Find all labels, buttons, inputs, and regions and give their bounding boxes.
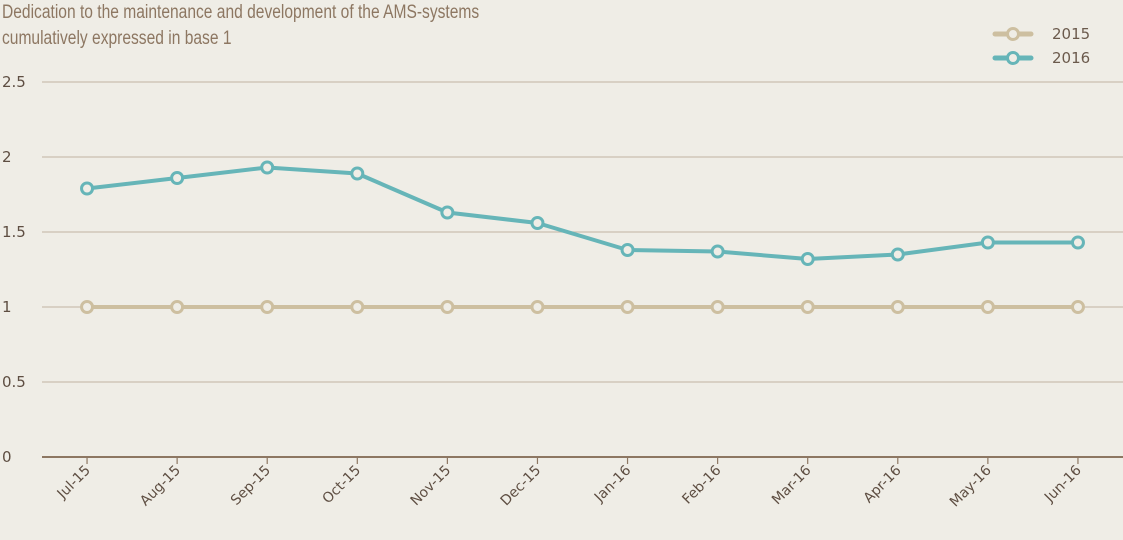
y-tick-label: 0 (2, 448, 12, 466)
data-point-2015 (710, 300, 725, 314)
legend-label-2016: 2016 (1052, 49, 1090, 67)
data-point-2016 (800, 252, 815, 266)
x-tick-label: Jul-15 (54, 463, 94, 503)
x-tick-label: Nov-15 (408, 463, 455, 510)
x-tick-label: Apr-16 (861, 462, 905, 506)
data-point-2015 (80, 300, 95, 314)
y-tick-label: 0.5 (2, 373, 26, 391)
chart-subtitle: cumulatively expressed in base 1 (2, 28, 232, 49)
y-tick-label: 1.5 (2, 223, 26, 241)
data-point-2015 (980, 300, 995, 314)
legend-label-2015: 2015 (1052, 25, 1090, 43)
series-line-2016 (86, 165, 1078, 261)
data-point-2016 (350, 166, 365, 181)
x-tick-label: Dec-15 (498, 463, 545, 510)
data-point-2015 (530, 300, 545, 314)
data-point-2016 (980, 235, 995, 250)
data-point-2015 (620, 300, 635, 314)
legend-marker-2016 (1006, 51, 1020, 65)
x-tick-label: Oct-15 (320, 463, 365, 508)
data-point-2016 (440, 205, 455, 220)
data-point-2015 (890, 300, 905, 314)
x-tick-label: Aug-15 (137, 463, 184, 510)
x-tick-label: Jun-16 (1041, 462, 1085, 506)
data-point-2015 (1070, 300, 1085, 314)
x-tick-label: May-16 (947, 462, 995, 510)
x-tick-label: Mar-16 (769, 462, 815, 508)
x-tick-label: Sep-15 (228, 463, 274, 509)
data-point-2016 (620, 243, 635, 257)
data-point-2015 (800, 300, 815, 314)
y-tick-label: 2.5 (2, 73, 26, 91)
data-point-2016 (710, 244, 725, 259)
data-point-2015 (170, 300, 185, 314)
data-point-2016 (80, 181, 95, 196)
legend-marker-2015 (1006, 27, 1020, 41)
y-tick-label: 1 (2, 298, 12, 316)
data-point-2015 (260, 300, 275, 314)
x-tick-label: Jan-16 (591, 462, 635, 506)
data-point-2015 (440, 300, 455, 314)
data-point-2016 (1070, 235, 1085, 250)
data-point-2016 (170, 171, 185, 185)
chart-title: Dedication to the maintenance and develo… (2, 2, 480, 23)
x-tick-label: Feb-16 (679, 462, 724, 507)
y-tick-label: 2 (2, 148, 12, 166)
data-point-2016 (890, 247, 905, 262)
data-point-2015 (350, 300, 365, 314)
data-point-2016 (260, 160, 275, 175)
data-point-2016 (530, 216, 545, 230)
